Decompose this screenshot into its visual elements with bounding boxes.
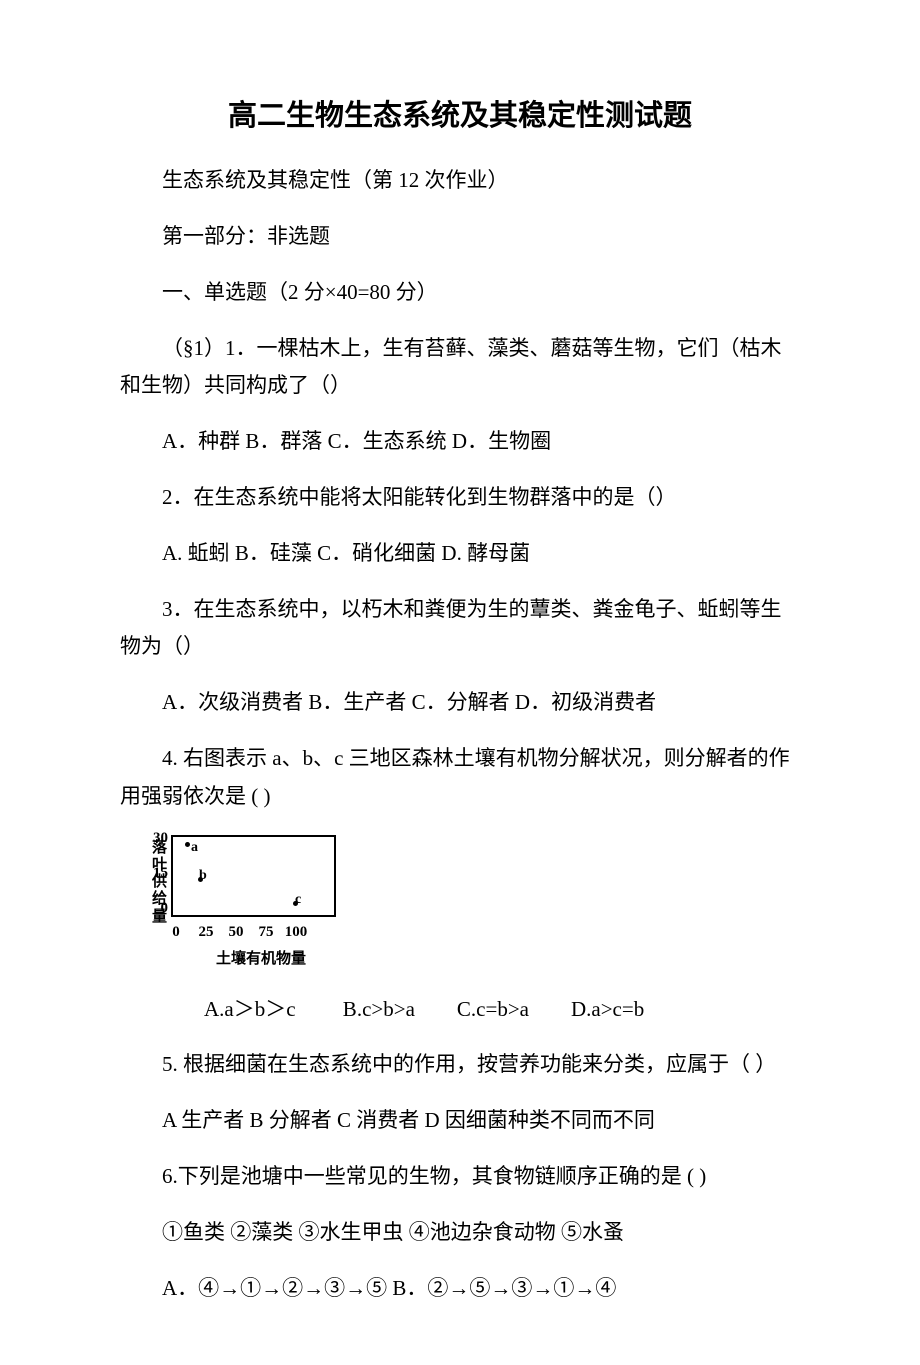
chart-x-tick: 100 <box>281 919 311 946</box>
question-4: 4. 右图表示 a、b、c 三地区森林土壤有机物分解状况，则分解者的作用强弱依次… <box>120 740 800 816</box>
chart-area: 30150 abc 0255075100 土壤有机物量 <box>171 835 336 973</box>
subtitle: 生态系统及其稳定性（第 12 次作业） <box>120 162 800 200</box>
chart-x-label: 土壤有机物量 <box>186 946 336 973</box>
chart-x-tick: 0 <box>161 919 191 946</box>
chart-x-ticks: 0255075100 <box>161 919 336 946</box>
question-6: 6.下列是池塘中一些常见的生物，其食物链顺序正确的是 ( ) <box>120 1158 800 1196</box>
page-title: 高二生物生态系统及其稳定性测试题 <box>120 90 800 142</box>
chart-x-tick: 25 <box>191 919 221 946</box>
question-2: 2．在生态系统中能将太阳能转化到生物群落中的是（） <box>120 479 800 517</box>
question-2-options: A. 蚯蚓 B．硅藻 C．硝化细菌 D. 酵母菌 <box>120 535 800 573</box>
chart-box: ab c <box>171 835 336 917</box>
question-4-options: A.a＞b＞c B.c>b>a C.c=b>a D.a>c=b <box>120 991 800 1029</box>
chart-point-label-a: a <box>191 835 198 860</box>
chart-y-tick: 15 <box>143 860 168 887</box>
question-1-options: A．种群 B．群落 C．生态系统 D．生物圈 <box>120 423 800 461</box>
chart-q4: 落叶供给量 30150 abc 0255075100 土壤有机物量 <box>152 835 336 973</box>
chart-y-tick: 30 <box>143 825 168 852</box>
chart-y-tick: 0 <box>143 895 168 922</box>
question-1: （§1）1．一棵枯木上，生有苔藓、藻类、蘑菇等生物，它们（枯木和生物）共同构成了… <box>120 330 800 406</box>
chart-x-tick: 50 <box>221 919 251 946</box>
question-6-items: ①鱼类 ②藻类 ③水生甲虫 ④池边杂食动物 ⑤水蚤 <box>120 1214 800 1252</box>
chart-point-label-c: c <box>295 887 301 912</box>
chart-point-a <box>185 842 190 847</box>
question-3-options: A．次级消费者 B．生产者 C．分解者 D．初级消费者 <box>120 684 800 722</box>
chart-x-tick: 75 <box>251 919 281 946</box>
part-header: 第一部分：非选题 <box>120 218 800 256</box>
question-5-options: A 生产者 B 分解者 C 消费者 D 因细菌种类不同而不同 <box>120 1102 800 1140</box>
chart-point-label-b: b <box>199 863 207 888</box>
question-3: 3．在生态系统中，以朽木和粪便为生的蕈类、粪金龟子、蚯蚓等生物为（） <box>120 591 800 667</box>
section-header: 一、单选题（2 分×40=80 分） <box>120 274 800 312</box>
question-5: 5. 根据细菌在生态系统中的作用，按营养功能来分类，应属于（ ） <box>120 1046 800 1084</box>
